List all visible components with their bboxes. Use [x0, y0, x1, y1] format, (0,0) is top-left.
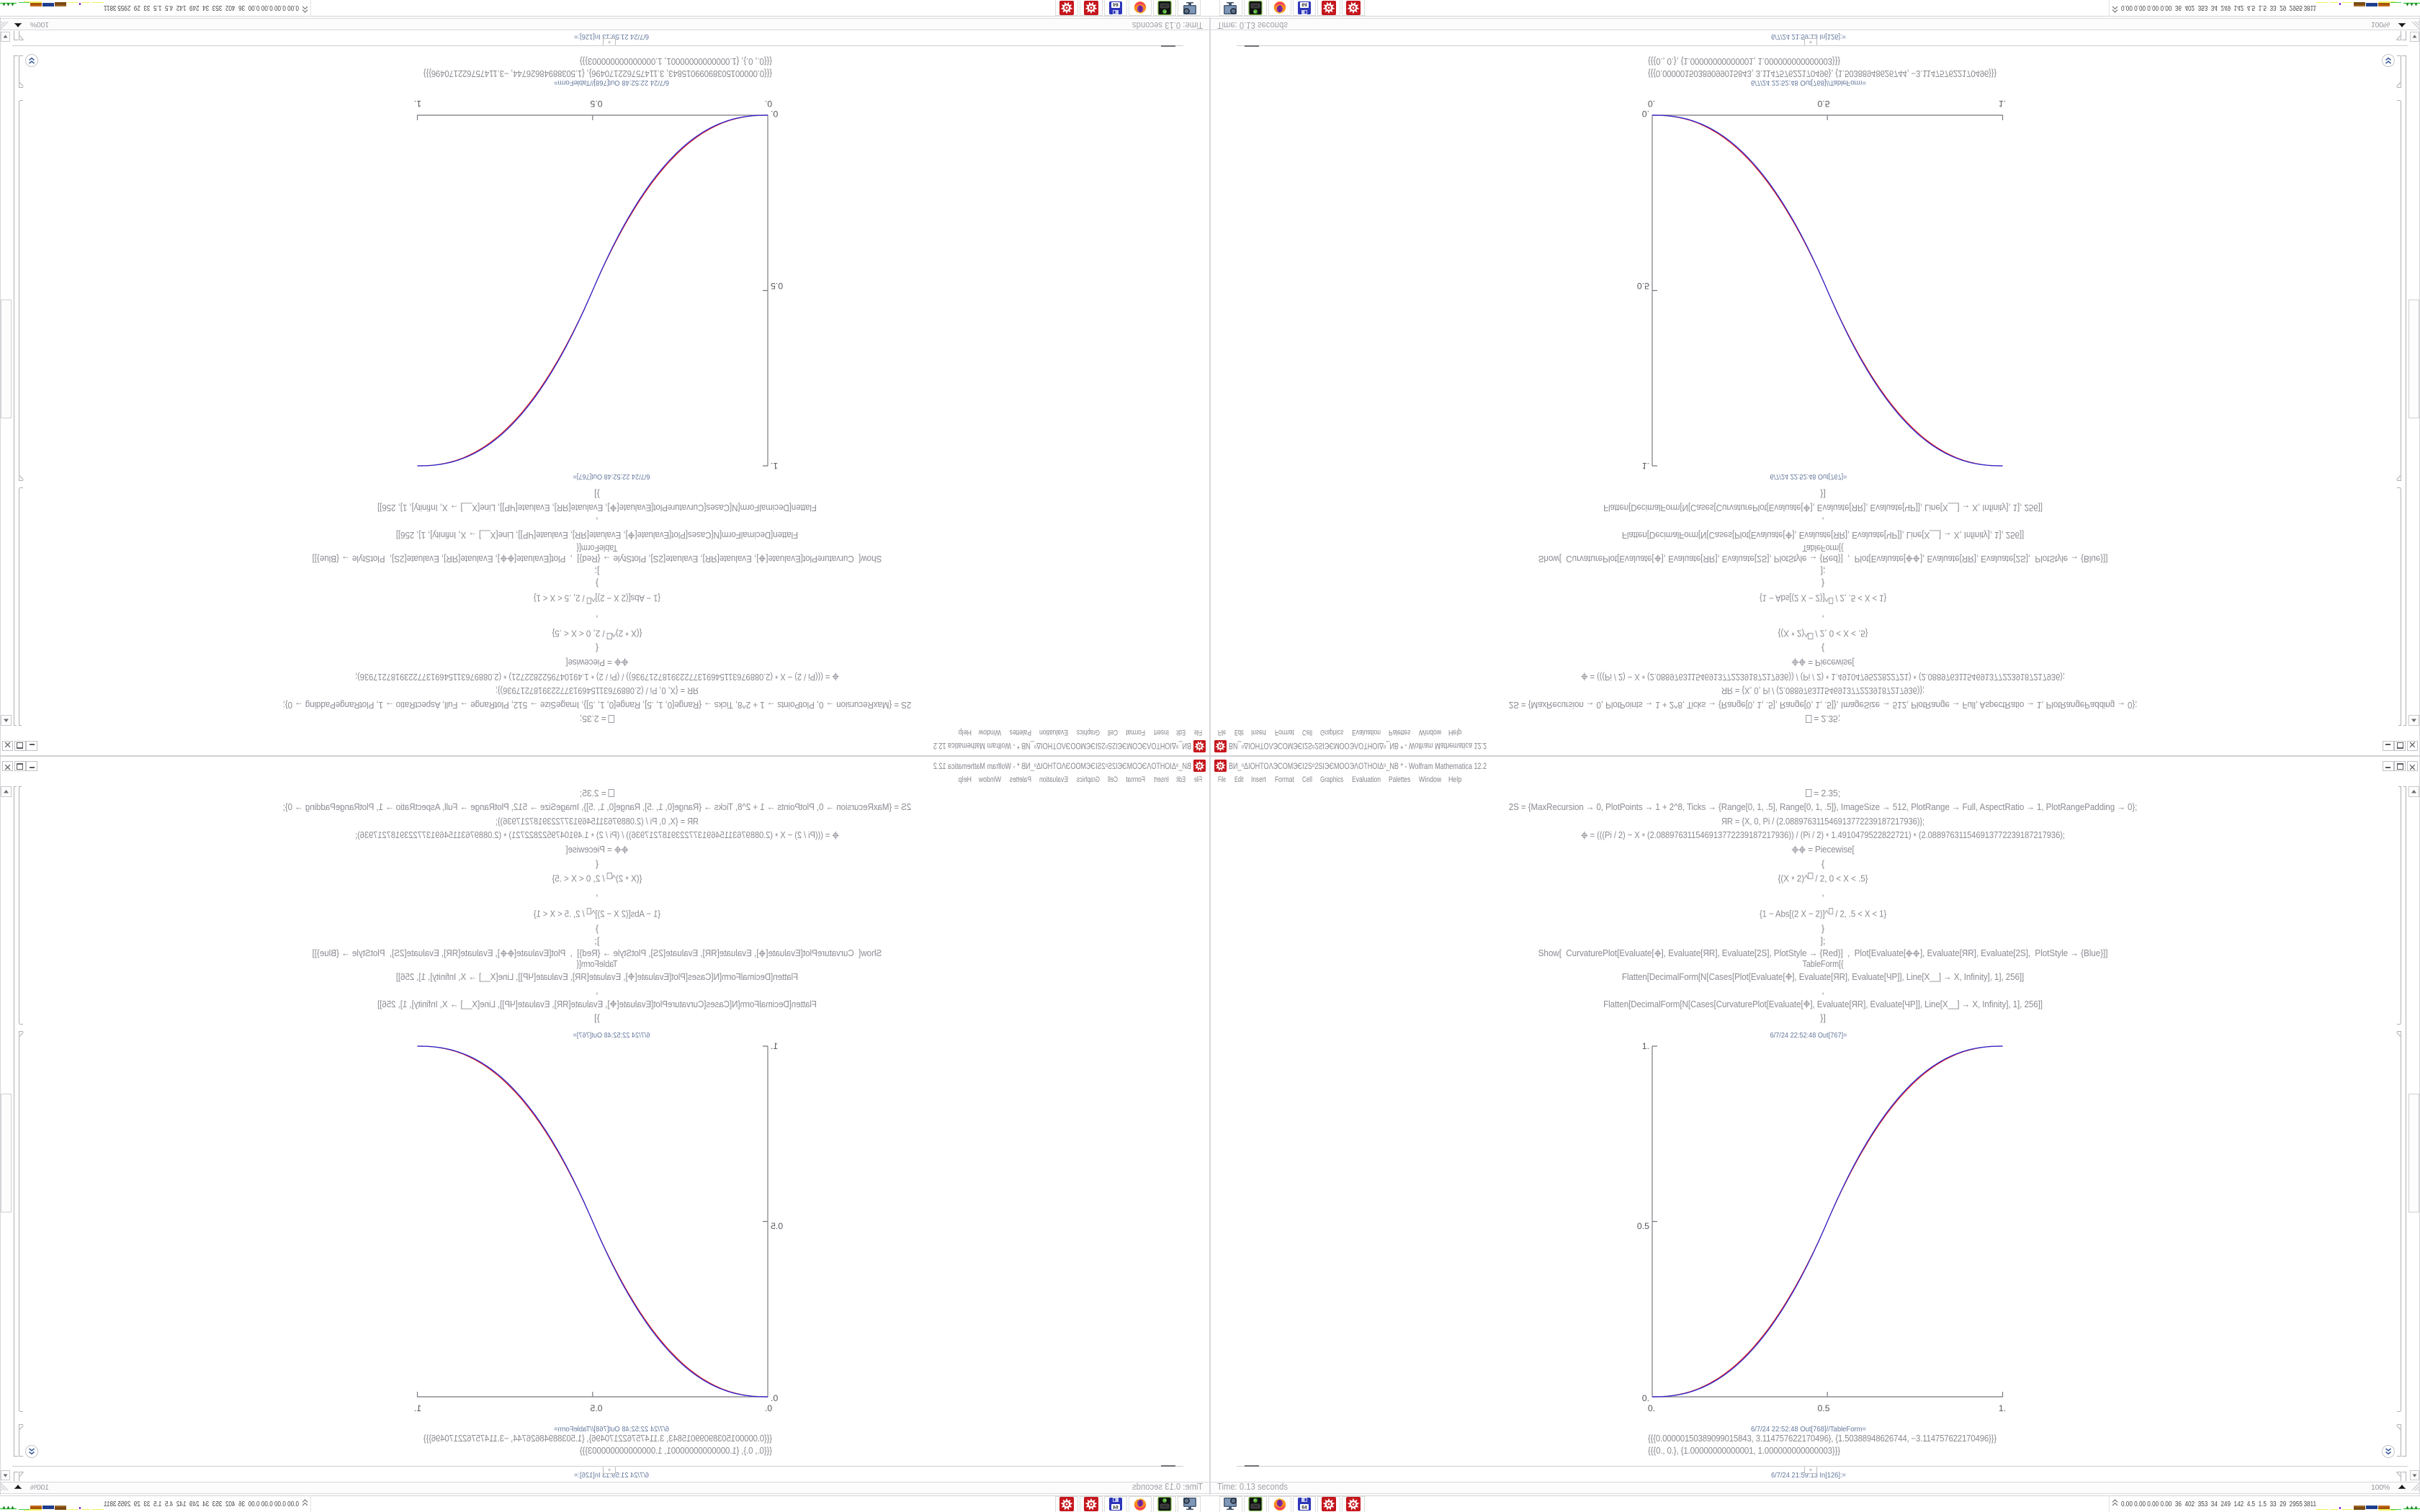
svg-text:64: 64	[1113, 1506, 1119, 1511]
svg-text:64: 64	[1301, 1, 1307, 6]
svg-text:64: 64	[1113, 1, 1119, 6]
svg-text:64: 64	[1301, 1506, 1307, 1511]
